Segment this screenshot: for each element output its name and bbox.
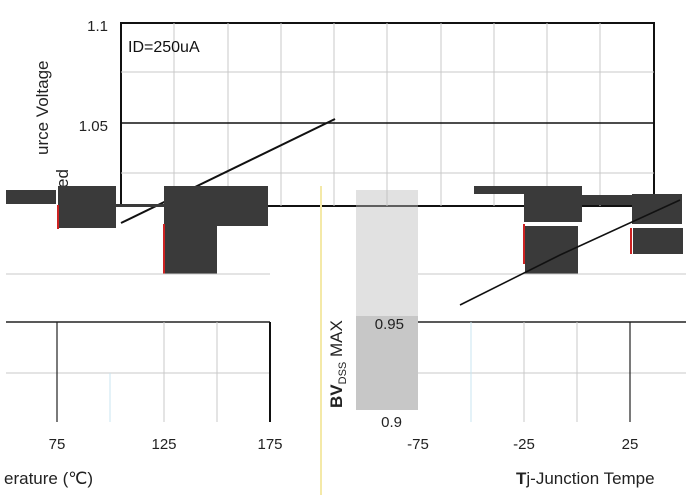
glitch-blocks — [6, 186, 683, 495]
grid-bottom-left — [6, 273, 270, 422]
ytick-top-1: 1.05 — [79, 118, 108, 135]
ytick-br-1: 0.9 — [381, 414, 402, 431]
ylabel-top-fragment-1: urce Voltage — [33, 60, 52, 155]
ylabel-br: BVDSS MAX — [327, 320, 349, 408]
grid-top — [121, 23, 654, 206]
xtick-br-1: -25 — [513, 436, 535, 453]
xlabel-br: Tj-Junction Tempe — [516, 469, 655, 488]
xtick-bl-1: 125 — [151, 436, 176, 453]
xtick-bl-2: 175 — [257, 436, 282, 453]
xtick-br-0: -75 — [407, 436, 429, 453]
xtick-bl-0: 75 — [49, 436, 66, 453]
grid-bottom-right — [418, 273, 686, 422]
ytick-top-0: 1.1 — [87, 18, 108, 35]
series-line-bottom-right — [459, 199, 681, 306]
xlabel-bl: erature (℃) — [4, 469, 93, 488]
ylabel-top-fragment-2: ed — [53, 169, 72, 188]
chart-bottom-right: 0.95 0.9 -75 -25 25 BVDSS MAX Tj-Junctio… — [327, 190, 686, 488]
annotation-id: ID=250uA — [128, 39, 200, 56]
chart-top: ID=250uA 1.1 1.05 urce Voltage ed — [33, 18, 655, 224]
chart-bottom-left: 75 125 175 erature (℃) — [4, 273, 283, 488]
ytick-br-0: 0.95 — [375, 316, 404, 333]
xtick-br-2: 25 — [622, 436, 639, 453]
